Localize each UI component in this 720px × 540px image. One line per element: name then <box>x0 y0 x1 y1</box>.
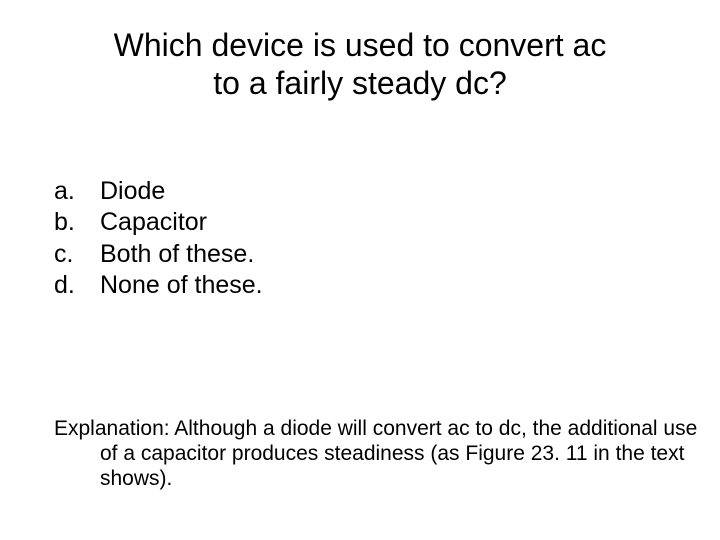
title-line-2: to a fairly steady dc? <box>0 64 720 102</box>
option-a-text: Diode <box>100 176 165 207</box>
option-b-text: Capacitor <box>100 207 207 238</box>
option-d-letter: d. <box>54 270 100 301</box>
option-c-letter: c. <box>54 239 100 270</box>
question-title: Which device is used to convert ac to a … <box>0 26 720 103</box>
option-a-letter: a. <box>54 176 100 207</box>
options-list: a. Diode b. Capacitor c. Both of these. … <box>54 176 263 301</box>
option-d: d. None of these. <box>54 270 263 301</box>
explanation-text: Explanation: Although a diode will conve… <box>54 416 712 492</box>
option-a: a. Diode <box>54 176 263 207</box>
option-b-letter: b. <box>54 207 100 238</box>
title-line-1: Which device is used to convert ac <box>0 26 720 64</box>
option-c: c. Both of these. <box>54 239 263 270</box>
slide: Which device is used to convert ac to a … <box>0 0 720 540</box>
option-d-text: None of these. <box>100 270 263 301</box>
option-c-text: Both of these. <box>100 239 254 270</box>
option-b: b. Capacitor <box>54 207 263 238</box>
